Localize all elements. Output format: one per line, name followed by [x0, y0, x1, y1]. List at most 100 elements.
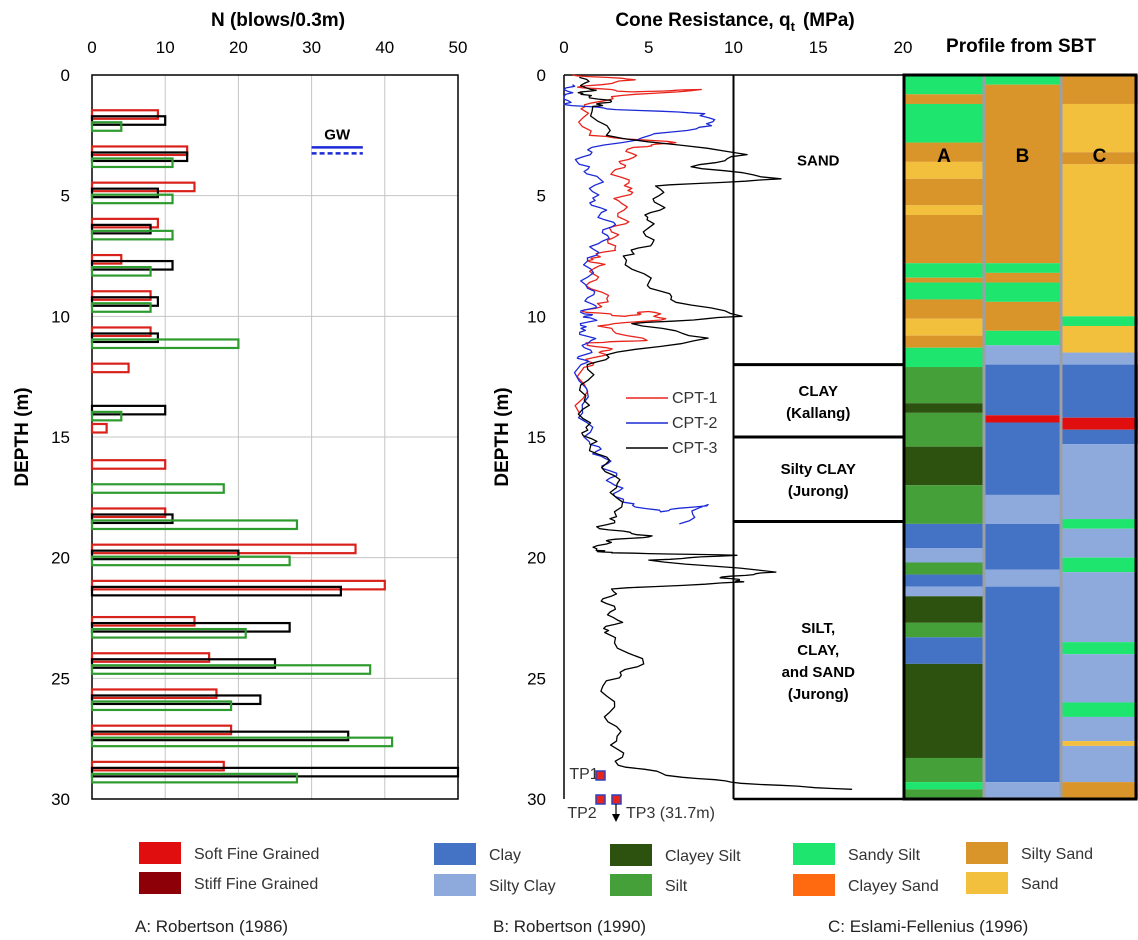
test-point-tp1-label: TP1 — [569, 766, 598, 783]
spt-bar-green — [90, 302, 152, 313]
legend-swatch — [434, 843, 476, 865]
sbt-layer-c — [1061, 444, 1138, 520]
spt-x-tick-label: 50 — [449, 38, 468, 57]
sbt-layer-a — [904, 412, 984, 447]
sbt-layer-a — [904, 446, 984, 486]
test-point-tp2-marker — [595, 794, 606, 805]
cpt-y-tick-label: 0 — [537, 66, 546, 85]
cpt-series-line — [572, 74, 702, 414]
spt-bar-black — [90, 332, 159, 344]
spt-bar-black — [90, 658, 277, 669]
sbt-layer-c — [1061, 528, 1138, 558]
sbt-layer-c — [1061, 429, 1138, 445]
spt-bar-soft — [90, 615, 196, 627]
plot-layer: 0 10 20 30 40 50 0 5 10 15 20 25 30 GW 0 5 10 15 20 0 5 10 15 2… — [51, 38, 1138, 896]
spt-bar-green — [90, 265, 152, 277]
spt-bar-green — [90, 338, 240, 350]
sbt-layer-a — [904, 318, 984, 336]
zone-label: (Jurong) — [788, 483, 849, 500]
spt-y-tick-label: 5 — [61, 187, 70, 206]
sbt-layer-a — [904, 75, 984, 95]
sbt-layer-a — [904, 214, 984, 264]
sbt-layer-a — [904, 586, 984, 597]
legend-swatch — [434, 874, 476, 896]
cpt-legend-label: CPT-3 — [672, 440, 717, 457]
spt-bar-soft — [90, 760, 225, 772]
sbt-profile-title: Profile from SBT — [946, 36, 1096, 57]
cpt-y-tick-label: 20 — [527, 549, 546, 568]
spt-bar-green — [90, 772, 299, 784]
cpt-x-tick-label: 20 — [894, 38, 913, 57]
sbt-layer-a — [904, 663, 984, 758]
legend-swatch — [139, 842, 181, 864]
sbt-layer-a — [904, 562, 984, 575]
legend-label: Clayey Silt — [665, 848, 741, 865]
spt-bar-soft — [90, 652, 211, 663]
sbt-layer-c — [1061, 642, 1138, 655]
spt-bar-black — [90, 259, 174, 271]
sbt-layer-a — [904, 103, 984, 143]
spt-bar-soft — [90, 145, 189, 157]
sbt-column-label-b: B — [1016, 146, 1030, 167]
sbt-layer-c — [1061, 325, 1138, 353]
spt-bar-soft — [90, 459, 167, 470]
sbt-layer-a — [904, 94, 984, 104]
groundwater-label: GW — [324, 126, 351, 143]
sbt-layer-c — [1061, 364, 1138, 418]
legend-swatch — [966, 842, 1008, 864]
spt-bar-black — [90, 585, 342, 597]
spt-bar-black — [90, 151, 189, 163]
spt-bar-black — [90, 549, 240, 561]
sbt-layer-a — [904, 142, 984, 162]
sbt-layer-b — [984, 364, 1061, 416]
test-point-tp3-label: TP3 (31.7m) — [626, 805, 715, 822]
spt-bar-green — [90, 555, 291, 567]
sbt-layer-a — [904, 335, 984, 348]
sbt-layer-a — [904, 161, 984, 179]
legend-swatch — [139, 872, 181, 894]
cpt-y-tick-label: 25 — [527, 669, 546, 688]
spt-x-tick-label: 0 — [87, 38, 96, 57]
spt-chart-title: N (blows/0.3m) — [211, 10, 345, 31]
sbt-layer-c — [1061, 519, 1138, 529]
legend-label: Clay — [489, 847, 521, 864]
sbt-layer-b — [984, 263, 1061, 273]
spt-plot-frame — [91, 74, 459, 800]
zone-label: Silty CLAY — [781, 461, 856, 478]
test-point-tp2-label: TP2 — [567, 805, 596, 822]
sbt-layer-b — [984, 75, 1061, 85]
spt-bar-black — [90, 404, 167, 416]
legend-swatch — [610, 844, 652, 866]
sbt-layer-c — [1061, 152, 1138, 165]
legend-swatch — [610, 874, 652, 896]
zone-label: (Jurong) — [788, 686, 849, 703]
spt-bar-green — [90, 121, 123, 132]
sbt-layer-a — [904, 637, 984, 664]
spt-bar-soft — [90, 217, 159, 229]
sbt-layer-a — [904, 622, 984, 638]
sbt-layer-b — [984, 569, 1061, 587]
sbt-layer-c — [1061, 75, 1138, 104]
spt-bar-soft — [90, 724, 233, 736]
spt-bar-soft — [90, 688, 218, 700]
spt-bar-black — [90, 296, 159, 307]
spt-bar-green — [90, 736, 394, 748]
sbt-layer-b — [984, 282, 1061, 302]
sbt-frame — [902, 73, 1138, 801]
sbt-layer-c — [1061, 557, 1138, 573]
zone-label: (Kallang) — [786, 405, 850, 422]
sbt-layer-b — [984, 272, 1061, 283]
spt-bar-green — [90, 664, 372, 675]
spt-x-tick-label: 40 — [375, 38, 394, 57]
sbt-layer-a — [904, 574, 984, 587]
zone-label: SILT, — [801, 620, 835, 637]
cpt-series-line — [577, 76, 853, 790]
sbt-layer-a — [904, 548, 984, 563]
legend-label: Silty Clay — [489, 878, 556, 895]
sbt-layer-b — [984, 494, 1061, 524]
spt-y-tick-label: 15 — [51, 428, 70, 447]
sbt-layer-b — [984, 301, 1061, 331]
spt-bar-black — [90, 694, 262, 706]
spt-bar-green — [90, 410, 123, 422]
